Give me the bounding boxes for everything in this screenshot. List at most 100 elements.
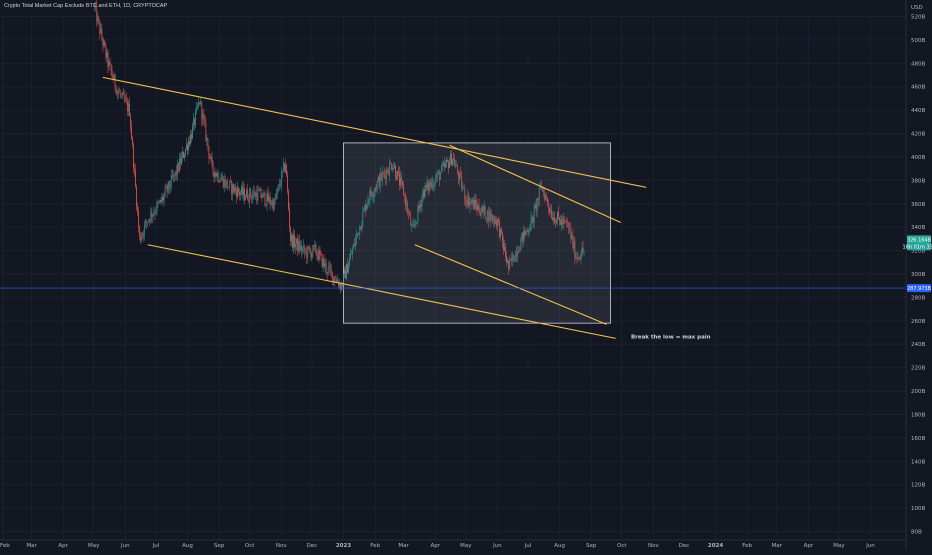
candle-body [267,192,269,202]
candle-body [404,195,405,196]
y-axis[interactable]: USD 520B 500B 480B 460B 440B 420B 400B 380B 360B 3… [905,0,932,550]
x-tick-label: Jul [152,543,160,549]
candle-body [254,191,256,197]
candle-body [498,219,499,222]
candle-body [372,196,374,197]
candle-body [260,188,262,198]
candle-body [524,230,526,235]
candle-body [261,197,263,199]
candle-body [158,202,160,203]
candle-body [420,204,422,207]
candle-body [179,158,180,172]
candle-body [481,206,483,213]
candle-body [502,231,503,242]
candle-body [443,163,444,166]
candle-body [319,250,321,254]
candle-body [297,238,298,251]
candle-body [520,239,522,251]
candle-body [379,172,381,187]
symbol-title[interactable]: Crypto Total Market Cap Exclude BTC and … [4,3,168,9]
candle-body [173,174,175,176]
x-tick-label: Dec [679,543,690,549]
candle-body [417,205,419,223]
candle-body [465,200,467,201]
price-level-badge [907,284,931,293]
candle-body [245,197,246,200]
x-tick-label: Apr [58,543,68,549]
candle-body [249,188,251,202]
candle-body [227,187,229,188]
x-tick-label: Sep [586,543,597,549]
candle-body [508,260,509,269]
candle-body [540,186,542,189]
candle-body [124,99,126,101]
candle-body [436,172,438,178]
candle-body [202,113,204,120]
candle-body [487,210,489,222]
candle-body [204,119,206,123]
candle-body [149,219,151,221]
candle-body [438,171,440,180]
candle-body [156,202,158,212]
candle-body [302,248,304,252]
candle-body [565,220,567,223]
candle-body [426,181,428,188]
candle-body [558,212,559,218]
candle-body [398,171,399,174]
candle-body [483,206,485,212]
candle-body [580,256,582,260]
candle-body [332,276,334,283]
candle-body [467,195,469,206]
candle-body [101,28,103,39]
candle-body [241,186,242,193]
candle-body [255,193,257,197]
candle-body [416,222,418,223]
candle-body [397,171,398,180]
candle-body [434,178,436,185]
trendline [147,244,616,339]
x-tick-label: May [88,543,100,549]
candle-body [148,219,150,223]
candle-body [437,171,439,173]
candle-body [452,158,453,166]
candle-body [570,227,572,239]
candle-body [304,245,306,252]
candle-body [298,240,299,251]
candle-body [484,206,486,219]
candle-body [140,236,141,241]
x-tick-label: Jun [865,543,875,549]
candle-body [442,165,443,167]
candle-body [307,246,309,258]
candle-body [185,148,186,156]
candle-body [329,265,331,270]
candle-body [532,216,534,223]
candle-body [514,261,516,262]
candle-body [425,185,427,188]
candle-body [239,191,240,195]
candle-body [286,164,287,176]
y-axis-currency-label: USD [911,5,923,11]
candle-body [172,174,174,178]
x-tick-label: Feb [742,543,752,549]
x-tick-label: Nov [276,543,287,549]
candle-body [122,92,124,95]
candle-body [180,158,181,165]
candle-body [170,175,172,188]
candle-body [200,101,202,105]
candle-body [528,230,530,233]
candle-body [519,250,521,253]
candle-body [176,163,178,175]
candle-body [552,218,553,220]
candle-body [410,215,412,226]
candle-body [192,125,193,139]
candle-body [213,171,215,178]
y-tick-label: 280B [911,295,925,301]
candle-body [259,188,261,192]
candle-body [427,181,429,191]
y-tick-label: 300B [911,272,925,278]
x-axis[interactable]: Feb Mar Apr May Jun Jul Aug Sep Oct Nov Dec 2023 Feb… [0,539,906,549]
candle-body [131,126,132,139]
candle-body [134,168,135,170]
